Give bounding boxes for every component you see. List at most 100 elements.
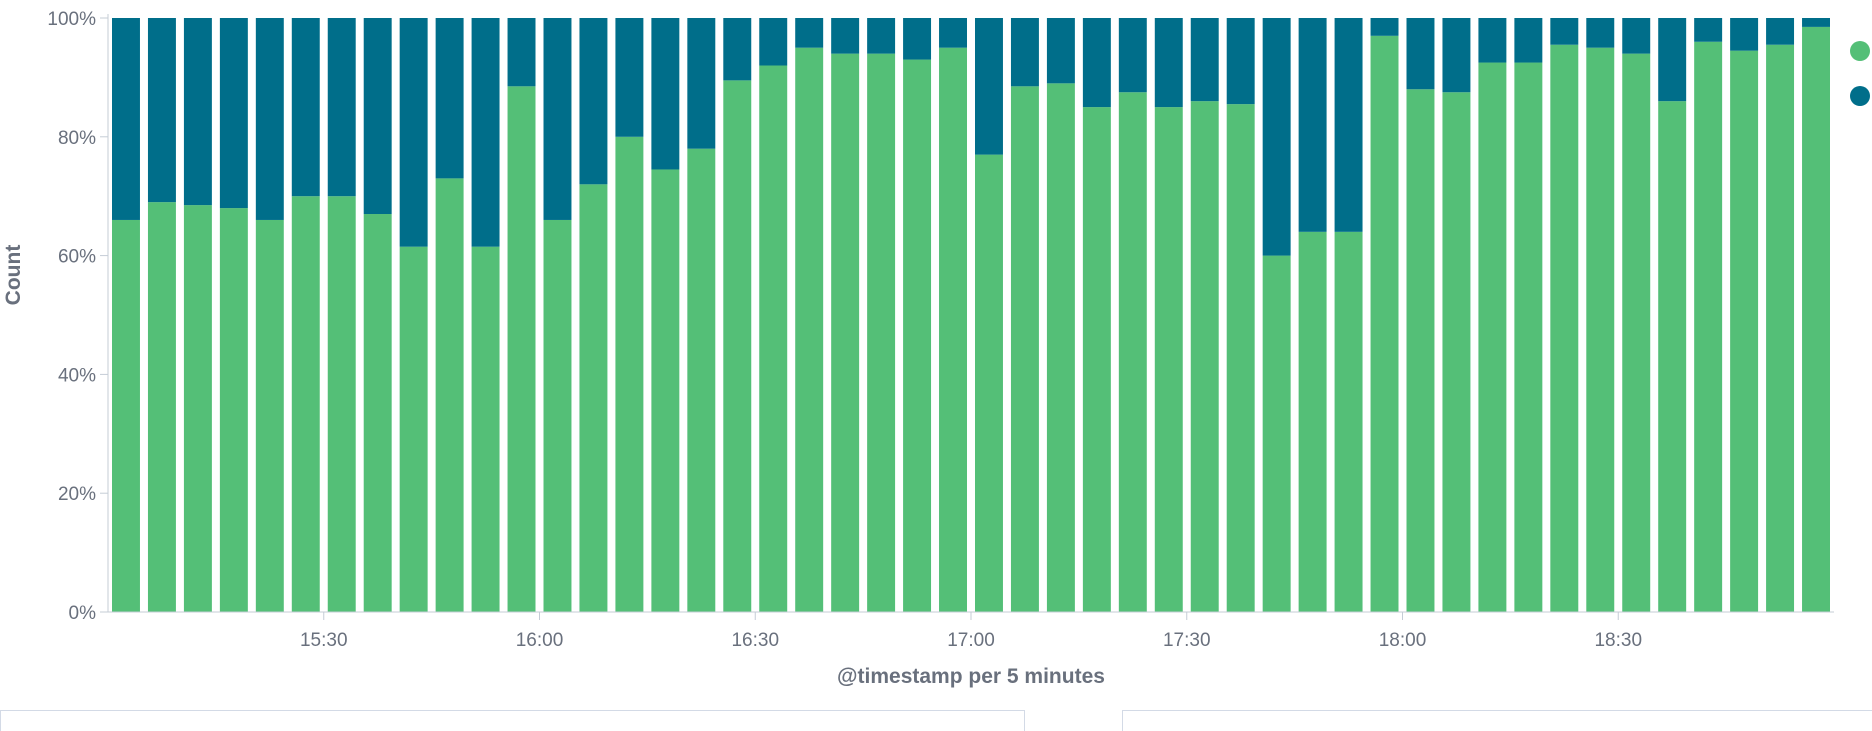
bar-segment-series-2[interactable] — [1298, 18, 1327, 232]
bar-segment-series-1[interactable] — [1046, 83, 1075, 613]
bar-segment-series-1[interactable] — [903, 59, 932, 612]
bar-segment-series-1[interactable] — [759, 65, 788, 612]
bar-segment-series-2[interactable] — [112, 18, 140, 220]
bar-segment-series-1[interactable] — [471, 246, 500, 612]
bar-segment-series-1[interactable] — [1442, 92, 1471, 612]
bar-segment-series-1[interactable] — [1082, 107, 1111, 612]
bar-segment-series-1[interactable] — [867, 53, 896, 612]
bar-segment-series-2[interactable] — [1046, 18, 1075, 84]
bar-segment-series-1[interactable] — [1226, 104, 1255, 612]
bar-segment-series-1[interactable] — [1622, 53, 1651, 612]
y-tick-label: 60% — [58, 247, 96, 268]
bar-segment-series-2[interactable] — [1190, 18, 1219, 102]
bar-segment-series-1[interactable] — [1370, 35, 1399, 612]
bar-segment-series-1[interactable] — [1478, 62, 1507, 613]
bar-segment-series-2[interactable] — [1622, 18, 1651, 54]
bar-segment-series-1[interactable] — [1406, 89, 1435, 612]
bar-segment-series-1[interactable] — [1010, 86, 1039, 612]
bar-segment-series-1[interactable] — [1514, 62, 1543, 613]
bar-segment-series-2[interactable] — [1082, 18, 1111, 108]
bar-segment-series-1[interactable] — [291, 196, 320, 612]
bar-segment-series-1[interactable] — [1334, 231, 1363, 612]
bar-segment-series-2[interactable] — [975, 18, 1003, 155]
bar-segment-series-1[interactable] — [1190, 101, 1219, 612]
bar-segment-series-1[interactable] — [147, 202, 176, 612]
bar-segment-series-1[interactable] — [363, 214, 392, 612]
bar-segment-series-1[interactable] — [831, 53, 860, 612]
bar-segment-series-2[interactable] — [399, 18, 428, 247]
bar-segment-series-1[interactable] — [543, 219, 572, 612]
bar-segment-series-2[interactable] — [1406, 18, 1435, 90]
bar-segment-series-2[interactable] — [1262, 18, 1291, 256]
bar-segment-series-2[interactable] — [651, 18, 680, 170]
bar-segment-series-1[interactable] — [1694, 41, 1723, 612]
bar-segment-series-2[interactable] — [1478, 18, 1507, 63]
bottom-panel-right — [1122, 710, 1872, 731]
bar-segment-series-1[interactable] — [1298, 231, 1327, 612]
bar-segment-series-1[interactable] — [327, 196, 356, 612]
bar-segment-series-2[interactable] — [1118, 18, 1147, 93]
bar-segment-series-1[interactable] — [435, 178, 464, 612]
bar-segment-series-1[interactable] — [723, 80, 752, 613]
bar-segment-series-2[interactable] — [327, 18, 356, 197]
bar-segment-series-2[interactable] — [831, 18, 860, 54]
bar-segment-series-2[interactable] — [183, 18, 212, 206]
bar-segment-series-2[interactable] — [291, 18, 320, 197]
bar-segment-series-1[interactable] — [615, 136, 644, 613]
bar-segment-series-2[interactable] — [1550, 18, 1579, 45]
bar-segment-series-2[interactable] — [219, 18, 248, 209]
bar-segment-series-2[interactable] — [435, 18, 464, 179]
bar-segment-series-2[interactable] — [1370, 18, 1399, 36]
bar-segment-series-1[interactable] — [939, 47, 967, 612]
bar-segment-series-1[interactable] — [795, 47, 824, 612]
bar-segment-series-1[interactable] — [651, 169, 680, 612]
bar-segment-series-2[interactable] — [1730, 18, 1759, 51]
bar-segment-series-2[interactable] — [1766, 18, 1795, 45]
bar-segment-series-2[interactable] — [1694, 18, 1723, 42]
bar-segment-series-2[interactable] — [363, 18, 392, 215]
bar-segment-series-2[interactable] — [867, 18, 896, 54]
bar-segment-series-1[interactable] — [1658, 101, 1687, 612]
bar-segment-series-2[interactable] — [1334, 18, 1363, 232]
bar-segment-series-2[interactable] — [1802, 18, 1830, 27]
bar-segment-series-2[interactable] — [1010, 18, 1039, 87]
bar-segment-series-2[interactable] — [471, 18, 500, 247]
bar-segment-series-2[interactable] — [723, 18, 752, 81]
bar-segment-series-2[interactable] — [255, 18, 284, 220]
bar-segment-series-1[interactable] — [687, 148, 716, 612]
bar-segment-series-1[interactable] — [183, 205, 212, 613]
bar-segment-series-1[interactable] — [219, 208, 248, 612]
bar-segment-series-2[interactable] — [1658, 18, 1687, 102]
bar-segment-series-2[interactable] — [1586, 18, 1615, 48]
bar-segment-series-2[interactable] — [507, 18, 536, 87]
bar-segment-series-1[interactable] — [1586, 47, 1615, 612]
bar-segment-series-2[interactable] — [579, 18, 608, 185]
bar-segment-series-1[interactable] — [1154, 107, 1183, 612]
bar-segment-series-2[interactable] — [1442, 18, 1471, 93]
legend-dot-series-2[interactable] — [1850, 86, 1870, 106]
bar-segment-series-2[interactable] — [147, 18, 176, 203]
bar-segment-series-2[interactable] — [615, 18, 644, 137]
bar-segment-series-2[interactable] — [1226, 18, 1255, 105]
bar-segment-series-1[interactable] — [1802, 26, 1830, 613]
legend-dot-series-1[interactable] — [1850, 41, 1870, 61]
bar-segment-series-1[interactable] — [1550, 44, 1579, 613]
bar-segment-series-1[interactable] — [112, 219, 140, 612]
bar-segment-series-1[interactable] — [579, 184, 608, 612]
bar-segment-series-2[interactable] — [687, 18, 716, 149]
bar-segment-series-1[interactable] — [1118, 92, 1147, 612]
bar-segment-series-1[interactable] — [975, 154, 1003, 612]
bar-segment-series-1[interactable] — [399, 246, 428, 612]
bar-segment-series-1[interactable] — [1766, 44, 1795, 613]
bar-segment-series-1[interactable] — [1262, 255, 1291, 612]
bar-segment-series-2[interactable] — [1154, 18, 1183, 108]
bar-segment-series-2[interactable] — [759, 18, 788, 66]
bar-segment-series-1[interactable] — [1730, 50, 1759, 613]
bar-segment-series-1[interactable] — [255, 219, 284, 612]
bar-segment-series-2[interactable] — [903, 18, 932, 60]
bar-segment-series-2[interactable] — [1514, 18, 1543, 63]
bar-segment-series-2[interactable] — [543, 18, 572, 220]
bar-segment-series-2[interactable] — [939, 18, 967, 48]
bar-segment-series-1[interactable] — [507, 86, 536, 612]
bar-segment-series-2[interactable] — [795, 18, 824, 48]
